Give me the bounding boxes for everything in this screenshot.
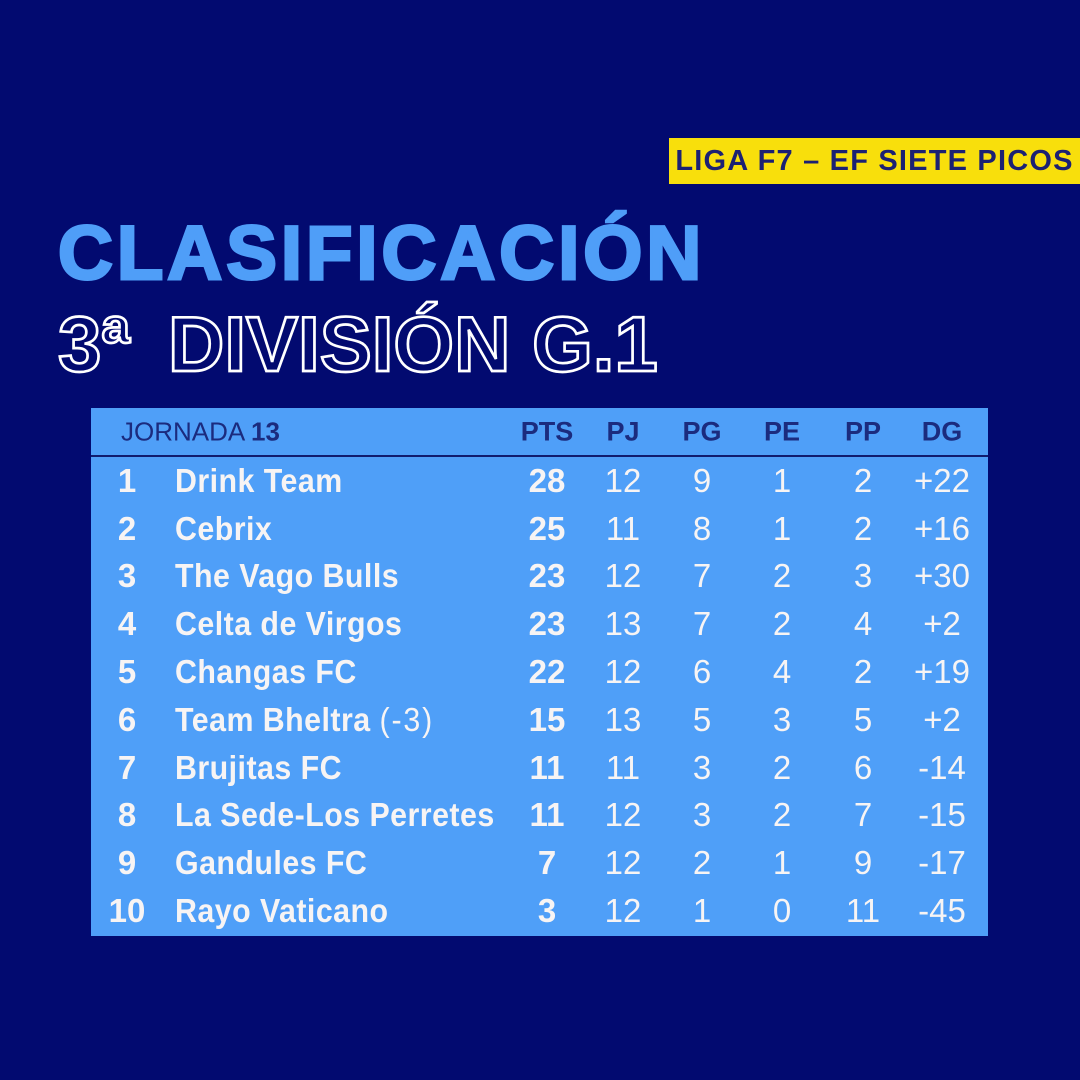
svg-text:3ª: 3ª — [58, 300, 130, 388]
svg-text:DIVISIÓN G.1: DIVISIÓN G.1 — [168, 300, 658, 388]
